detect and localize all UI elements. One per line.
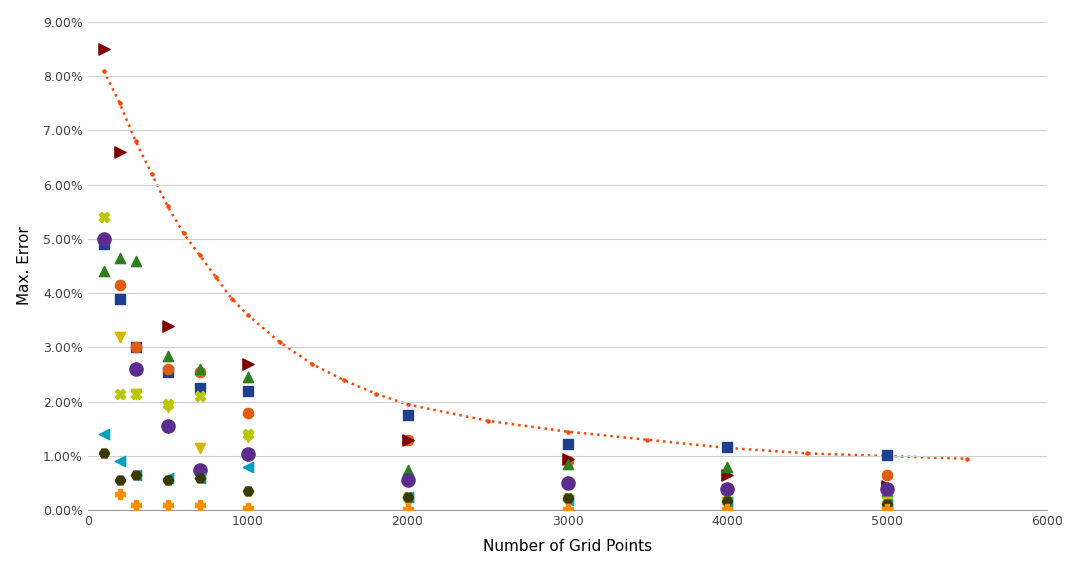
Point — [239, 450, 256, 459]
Point — [558, 495, 576, 504]
Point — [111, 489, 129, 498]
Point — [127, 343, 145, 352]
Point — [111, 280, 129, 289]
Point — [127, 471, 145, 480]
Point — [239, 359, 256, 368]
Point — [719, 498, 737, 507]
X-axis label: Number of Grid Points: Number of Grid Points — [483, 540, 652, 554]
Point — [558, 505, 576, 514]
Point — [159, 351, 176, 360]
Point — [239, 430, 256, 439]
Point — [719, 496, 737, 505]
Point — [719, 498, 737, 507]
Point — [191, 367, 208, 376]
Point — [111, 294, 129, 303]
Point — [239, 408, 256, 417]
Point — [191, 473, 208, 482]
Point — [558, 457, 576, 466]
Point — [399, 435, 416, 444]
Point — [879, 484, 896, 493]
Point — [111, 476, 129, 485]
Point — [191, 392, 208, 401]
Point — [191, 384, 208, 393]
Point — [191, 465, 208, 474]
Point — [159, 403, 176, 412]
Point — [239, 432, 256, 441]
Point — [558, 498, 576, 508]
Point — [191, 473, 208, 482]
Point — [719, 505, 737, 514]
Point — [95, 234, 112, 243]
Point — [399, 411, 416, 420]
Point — [399, 492, 416, 501]
Point — [719, 443, 737, 452]
Point — [399, 498, 416, 508]
Point — [879, 498, 896, 507]
Point — [159, 400, 176, 409]
Point — [95, 267, 112, 276]
Point — [127, 343, 145, 352]
Point — [558, 478, 576, 488]
Point — [879, 499, 896, 508]
Point — [111, 147, 129, 156]
Y-axis label: Max. Error: Max. Error — [16, 227, 31, 305]
Point — [239, 373, 256, 382]
Point — [879, 451, 896, 460]
Point — [111, 389, 129, 398]
Point — [95, 44, 112, 53]
Point — [239, 503, 256, 512]
Point — [558, 460, 576, 469]
Point — [879, 487, 896, 496]
Point — [399, 465, 416, 474]
Point — [399, 435, 416, 444]
Point — [879, 505, 896, 514]
Point — [399, 492, 416, 501]
Point — [127, 256, 145, 265]
Point — [127, 389, 145, 398]
Point — [127, 389, 145, 398]
Point — [558, 494, 576, 503]
Point — [159, 473, 176, 482]
Point — [111, 457, 129, 466]
Point — [95, 212, 112, 222]
Point — [399, 504, 416, 513]
Point — [159, 367, 176, 376]
Point — [558, 494, 576, 503]
Point — [719, 496, 737, 505]
Point — [111, 332, 129, 341]
Point — [95, 430, 112, 439]
Point — [191, 365, 208, 374]
Point — [719, 463, 737, 472]
Point — [95, 240, 112, 249]
Point — [159, 500, 176, 509]
Point — [558, 439, 576, 448]
Point — [127, 471, 145, 480]
Point — [399, 492, 416, 501]
Point — [127, 365, 145, 374]
Point — [879, 499, 896, 508]
Point — [159, 476, 176, 485]
Point — [879, 499, 896, 508]
Point — [558, 454, 576, 463]
Point — [159, 421, 176, 431]
Point — [159, 365, 176, 374]
Point — [191, 500, 208, 509]
Point — [239, 387, 256, 396]
Point — [719, 484, 737, 493]
Point — [719, 471, 737, 480]
Point — [127, 500, 145, 509]
Point — [239, 487, 256, 496]
Point — [95, 449, 112, 458]
Point — [879, 481, 896, 490]
Point — [399, 476, 416, 485]
Point — [879, 471, 896, 480]
Point — [159, 321, 176, 330]
Point — [111, 254, 129, 263]
Point — [191, 443, 208, 452]
Point — [239, 463, 256, 472]
